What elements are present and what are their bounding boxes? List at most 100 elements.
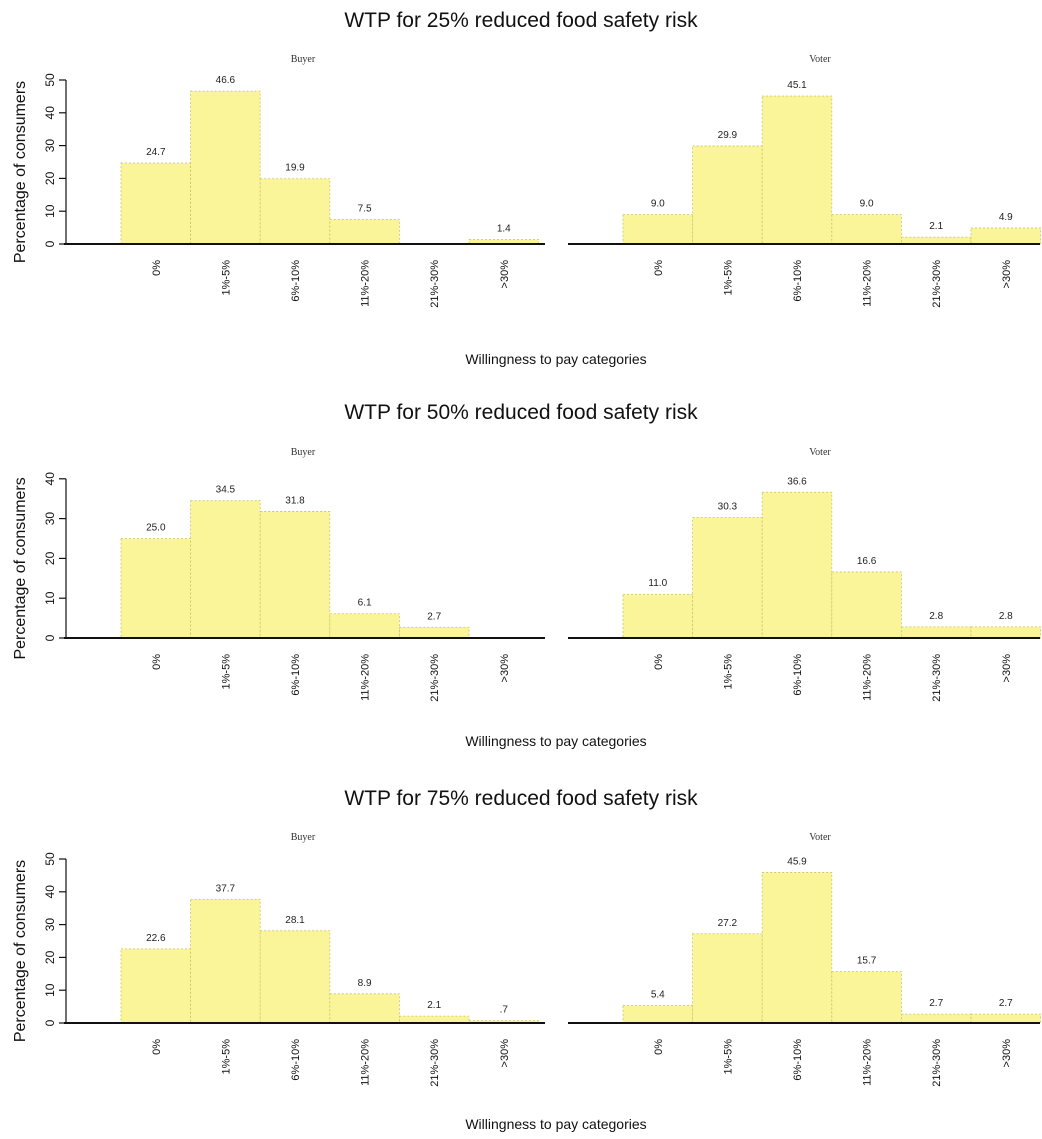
bar [259,178,331,245]
y-tick-label: 50 [43,852,57,866]
data-label: 2.7 [427,611,441,622]
data-label: 16.6 [857,556,877,567]
data-label: 24.7 [146,147,166,158]
chart-section-1: WTP for 25% reduced food safety risk Perc… [12,9,1041,367]
bar [831,971,902,1024]
x-tick-label: 1%-5% [722,654,734,690]
data-label: 31.8 [285,495,305,506]
bar [120,162,191,245]
bar [901,236,972,245]
data-label: 36.6 [787,476,807,487]
x-tick-label: 21%-30% [429,654,441,702]
x-tick-label: 11%-20% [360,654,372,701]
y-tick-label: 20 [43,171,57,185]
y-tick-label: 0 [43,240,57,247]
y-tick-label: 30 [43,512,57,526]
voter-panel: Voter 9.0 0% 29.9 1%-5% 45.1 6%-10% 9.0 11%-20% 2… [568,54,1041,308]
data-label: 8.9 [358,978,372,989]
x-axis-label: Willingness to pay categories [465,351,646,367]
y-tick-label: 30 [43,918,57,932]
data-label: 2.7 [999,998,1013,1009]
bar [120,538,191,639]
data-label: 28.1 [285,915,305,926]
y-axis-label: Percentage of consumers [12,477,29,659]
bar [970,626,1041,639]
panel-title: Voter [809,832,831,843]
data-label: 2.7 [929,998,943,1009]
x-tick-label: 21%-30% [931,1039,943,1087]
data-label: 46.6 [216,75,236,86]
y-tick-label: 0 [43,634,57,641]
x-tick-label: 6%-10% [792,1039,804,1081]
data-label: 29.9 [718,130,738,141]
data-label: .7 [500,1005,509,1016]
y-tick-label: 40 [43,472,57,486]
y-tick-label: 10 [43,204,57,218]
x-tick-label: 11%-20% [862,1039,874,1086]
bar [692,145,763,245]
bar [259,511,331,639]
data-label: 15.7 [857,956,877,967]
x-tick-label: 6%-10% [792,654,804,696]
bar [190,898,261,1024]
bar [761,872,833,1024]
x-tick-label: >30% [499,260,511,289]
y-axis-label: Percentage of consumers [12,860,29,1042]
data-label: 34.5 [216,485,236,496]
x-tick-label: 21%-30% [931,260,943,308]
section-title: WTP for 50% reduced food safety risk [344,401,698,424]
panel-title: Buyer [291,447,316,458]
y-tick-label: 40 [43,106,57,120]
buyer-panel: Buyer 25.0 0% 34.5 1%-5% 31.8 6%-10% 6.1 11%-20%… [64,447,545,702]
bar [692,933,763,1024]
bar [970,227,1041,245]
bar [761,491,833,639]
x-tick-label: 6%-10% [290,654,302,696]
x-tick-label: 1%-5% [722,1039,734,1075]
y-tick-label: 50 [43,73,57,87]
x-tick-label: 21%-30% [429,1039,441,1087]
bar [622,1004,693,1024]
data-label: 2.1 [929,221,943,232]
y-tick-label: 10 [43,983,57,997]
x-tick-label: >30% [1001,654,1013,683]
panel-title: Voter [809,447,831,458]
data-label: 2.8 [929,611,943,622]
y-tick-label: 10 [43,591,57,605]
data-label: 5.4 [651,989,665,1000]
bar [970,1013,1041,1024]
x-axis-label: Willingness to pay categories [465,1116,646,1132]
data-label: 37.7 [216,883,236,894]
x-tick-label: 0% [653,260,665,276]
data-label: 1.4 [497,223,511,234]
data-label: 9.0 [651,198,665,209]
bar [831,571,902,639]
x-tick-label: >30% [1001,1039,1013,1068]
x-tick-label: 1%-5% [220,1039,232,1075]
x-tick-label: 1%-5% [722,260,734,296]
buyer-panel: Buyer 24.7 0% 46.6 1%-5% 19.9 6%-10% 7.5 11%-20%… [64,54,545,308]
bar [901,1013,972,1024]
x-tick-label: 11%-20% [360,260,372,307]
bar [120,948,191,1024]
bar [622,593,693,639]
voter-panel: Voter 5.4 0% 27.2 1%-5% 45.9 6%-10% 15.7 11%-20%… [568,832,1041,1087]
x-tick-label: 1%-5% [220,654,232,690]
x-tick-label: 1%-5% [220,260,232,296]
data-label: 45.1 [787,80,807,91]
data-label: 4.9 [999,212,1013,223]
data-label: 19.9 [285,163,305,174]
data-label: 2.8 [999,611,1013,622]
y-tick-label: 20 [43,950,57,964]
data-label: 2.1 [427,1000,441,1011]
data-label: 11.0 [648,578,667,589]
bar [398,1015,470,1024]
x-tick-label: 11%-20% [360,1039,372,1086]
buyer-panel: Buyer 22.6 0% 37.7 1%-5% 28.1 6%-10% 8.9 11%-20%… [64,832,545,1087]
x-axis-label: Willingness to pay categories [465,733,646,749]
data-label: 9.0 [860,198,874,209]
data-label: 22.6 [146,933,166,944]
x-tick-label: >30% [499,1039,511,1068]
x-tick-label: 0% [151,654,163,670]
bar [259,930,331,1024]
